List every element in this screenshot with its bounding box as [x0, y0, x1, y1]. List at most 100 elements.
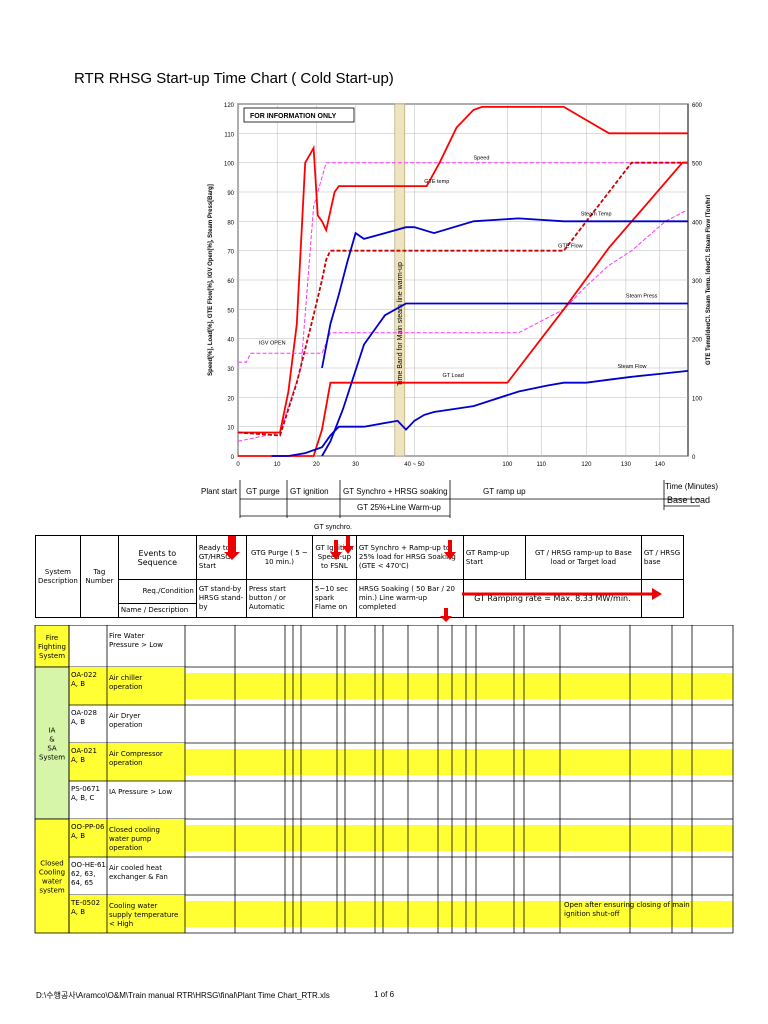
- y-tick-left-label: 10: [227, 426, 234, 432]
- header-name-description: Name / Description: [117, 603, 197, 618]
- note-box: [243, 107, 355, 123]
- row-highlight-band: [185, 901, 733, 927]
- phase-gt-purge: GT purge: [246, 487, 280, 496]
- y-tick-right-label: 600: [692, 103, 703, 109]
- row-description: operation: [109, 721, 143, 729]
- series-label-gte-temp: GTE temp: [424, 179, 449, 185]
- x-tick-label: 10: [274, 462, 281, 468]
- series-label-speed: Speed: [474, 156, 490, 162]
- phase-gt-synchro-hrsg-soaking: GT Synchro + HRSG soaking: [343, 487, 448, 496]
- y-tick-left-label: 20: [227, 396, 234, 402]
- phase-gt-ramp-up: GT ramp up: [483, 487, 526, 496]
- row-tag: A, B, C: [71, 794, 94, 802]
- system-description: water: [42, 878, 62, 886]
- row-description: operation: [109, 759, 143, 767]
- x-tick-label: 140: [655, 462, 666, 468]
- y-tick-right-label: 400: [692, 220, 703, 226]
- red-arrow-down-1: [224, 536, 240, 560]
- y-tick-left-label: 80: [227, 220, 234, 226]
- y-tick-left-label: 120: [224, 103, 235, 109]
- system-description: System: [39, 652, 65, 660]
- row-highlight-band: [185, 673, 733, 699]
- system-group-cell: [34, 818, 70, 934]
- band-label: Time Band for Main steam line warm-up: [397, 262, 404, 386]
- file-path: D:\수행공사\Aramco\O&M\Train manual RTR\HRSG…: [36, 991, 330, 1000]
- header-gt-hrsg-ramp-up: GT / HRSG ramp-up to Base load or Target…: [524, 535, 642, 580]
- header-press-start: Press start button / or Automatic: [245, 579, 313, 618]
- header-ramping-rate: GT Ramping rate = Max. 8.33 MW/min.: [462, 579, 642, 618]
- system-description: &: [49, 736, 55, 744]
- y-tick-right-label: 300: [692, 279, 703, 285]
- row-tag: A, B: [71, 718, 85, 726]
- row-tag: 64, 65: [71, 879, 93, 887]
- series-line-steam-flow: [271, 370, 689, 457]
- row-description: Pressure > Low: [109, 641, 163, 649]
- system-description: Cooling: [39, 869, 65, 877]
- x-tick-label: 30: [352, 462, 359, 468]
- series-label-gt-load: GT Load: [442, 373, 463, 379]
- system-group-cell: [34, 666, 70, 820]
- page-title: RTR RHSG Start-up Time Chart ( Cold Star…: [74, 70, 394, 87]
- row-tag: PS-0671: [71, 785, 100, 793]
- row-tag: OO-HE-61,: [71, 861, 108, 869]
- series-line-gte-flow: [237, 161, 688, 437]
- row-highlight-label: [69, 743, 185, 781]
- header-gtg-purge: GTG Purge ( 5 ~ 10 min.): [245, 535, 313, 580]
- phase-plant-start: Plant start: [201, 487, 238, 496]
- series-line-igv-open: [238, 209, 689, 363]
- x-tick-label: 100: [502, 462, 513, 468]
- row-description: Fire Water: [109, 632, 145, 640]
- y-tick-left-label: 0: [231, 455, 235, 461]
- y-tick-left-label: 30: [227, 367, 234, 373]
- x-tick-label: 120: [581, 462, 592, 468]
- note-text: FOR INFORMATION ONLY: [250, 113, 337, 120]
- row-highlight-band: [185, 825, 733, 851]
- row-note: Open after ensuring closing of main: [564, 901, 690, 909]
- row-highlight-label: [69, 667, 185, 705]
- phase-base-load: Base Load: [667, 495, 711, 505]
- series-label-igv-open: IGV OPEN: [259, 341, 286, 347]
- row-description: Air cooled heat: [109, 864, 162, 872]
- phase-gt-25-line-warm-up: GT 25%+Line Warm-up: [357, 503, 441, 512]
- red-arrow-down-4: [444, 540, 456, 560]
- row-tag: OA-022: [71, 671, 97, 679]
- system-description: Fire: [46, 634, 59, 642]
- y-tick-left-label: 100: [224, 162, 235, 168]
- page-number: 1 of 6: [374, 990, 395, 999]
- red-arrow-down-5: [440, 608, 452, 622]
- x-tick-label: 130: [621, 462, 632, 468]
- x-tick-label: 0: [236, 462, 240, 468]
- x-tick-label: 110: [536, 462, 546, 468]
- row-tag: TE-0502: [70, 899, 100, 907]
- row-tag: OA-021: [71, 747, 97, 755]
- row-note: ignition shut-off: [564, 910, 620, 918]
- y-tick-left-label: 90: [227, 191, 234, 197]
- row-description: Closed cooling: [109, 826, 160, 834]
- row-tag: OA-028: [71, 709, 97, 717]
- row-description: exchanger & Fan: [109, 873, 168, 881]
- phase-time-minutes: Time (Minutes): [665, 482, 719, 491]
- x-tick-label: 40 ~ 50: [404, 462, 425, 468]
- red-arrow-down-2: [330, 540, 342, 560]
- header-empty: [640, 579, 684, 618]
- red-arrow-down-3: [342, 536, 354, 554]
- phase-gt-ignition: GT ignition: [290, 487, 329, 496]
- y-tick-right-label: 0: [692, 455, 696, 461]
- footer: D:\수행공사\Aramco\O&M\Train manual RTR\HRSG…: [36, 990, 394, 1001]
- row-tag: A, B: [71, 680, 85, 688]
- series-label-steam-temp: Steam Temp: [581, 211, 612, 217]
- system-description: Closed: [40, 860, 64, 868]
- row-description: IA Pressure > Low: [109, 788, 172, 796]
- series-line-gte-temp: [238, 105, 688, 434]
- row-description: Cooling water: [109, 902, 158, 910]
- y-tick-left-label: 110: [224, 132, 234, 138]
- series-label-gte-flow: GTE Flow: [558, 244, 582, 250]
- y-axis-right-label: GTE Temp[degC], Steam Temp. [degC], Stea…: [706, 195, 710, 365]
- row-tag: 62, 63,: [71, 870, 96, 878]
- y-tick-left-label: 50: [227, 308, 234, 314]
- row-tag: A, B: [71, 908, 85, 916]
- row-tag: A, B: [71, 832, 85, 840]
- row-description: Air Compressor: [109, 750, 163, 758]
- system-description: SA: [47, 745, 57, 753]
- y-tick-right-label: 100: [692, 396, 703, 402]
